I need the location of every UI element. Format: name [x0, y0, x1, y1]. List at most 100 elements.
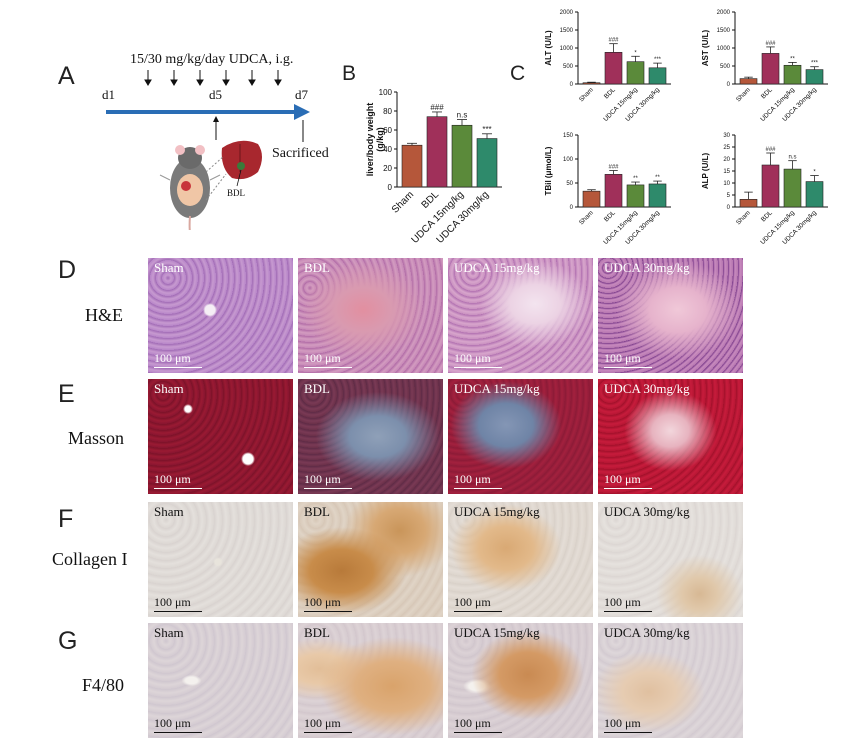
y-tick-label: 40	[383, 145, 392, 154]
scale-bar	[154, 488, 202, 489]
bar-udca-15mg/kg	[451, 124, 473, 188]
histology-tile-collagen-i-udca-30mg/kg: UDCA 30mg/kg 100 μm	[598, 502, 743, 617]
bar-udca-30mg/kg	[805, 69, 824, 85]
chart-liver-body-weight: 0 20 40 60 80 100 liver/body weight(g/kg)Sham #…	[365, 88, 502, 246]
scale-bar-label: 100 μm	[304, 472, 341, 486]
scale-bar	[604, 611, 652, 612]
scale-bar	[454, 367, 502, 368]
category-label: Sham	[578, 209, 595, 226]
tile-group-label: UDCA 30mg/kg	[604, 625, 690, 640]
tile-group-label: UDCA 30mg/kg	[604, 504, 690, 519]
tile-group-label: Sham	[154, 625, 184, 640]
category-label: Sham	[735, 209, 752, 226]
panel-label-d: D	[58, 256, 77, 284]
significance-mark: ###	[608, 38, 619, 44]
bar-udca-30mg/kg	[648, 183, 667, 208]
y-axis-label: ALP (U/L)	[701, 153, 710, 190]
y-tick-label: 2000	[717, 10, 731, 16]
y-tick-label: 15	[723, 169, 730, 175]
scale-bar-label: 100 μm	[454, 351, 491, 365]
scale-bar-label: 100 μm	[304, 351, 341, 365]
panel-label-c: C	[510, 62, 526, 85]
tile-group-label: BDL	[304, 260, 330, 275]
scale-bar-label: 100 μm	[604, 351, 641, 365]
bar-bdl	[761, 164, 780, 208]
category-label: BDL	[760, 86, 774, 100]
tile-group-label: BDL	[304, 504, 330, 519]
panel-label-f: F	[58, 505, 74, 533]
y-tick-label: 0	[727, 82, 731, 88]
significance-mark: *	[634, 50, 637, 56]
histology-tile-masson-udca-30mg/kg: UDCA 30mg/kg 100 μm	[598, 379, 743, 494]
y-tick-label: 50	[566, 181, 573, 187]
tile-group-label: UDCA 30mg/kg	[604, 381, 690, 396]
y-tick-label: 5	[727, 193, 731, 199]
scale-bar-label: 100 μm	[454, 716, 491, 730]
dose-label: 15/30 mg/kg/day UDCA, i.g.	[130, 52, 294, 67]
scale-bar	[304, 488, 352, 489]
y-tick-label: 2000	[560, 10, 574, 16]
significance-mark: ***	[654, 57, 662, 63]
scale-bar	[454, 611, 502, 612]
histology-tile-collagen-i-sham: Sham 100 μm	[148, 502, 293, 617]
y-tick-label: 1500	[560, 28, 574, 34]
tile-group-label: UDCA 15mg/kg	[454, 625, 540, 640]
histology-grid: Sham 100 μm BDL 100 μm UDCA 15mg/kg 100 μm UDC…	[148, 258, 748, 746]
panel-label-a: A	[58, 62, 75, 90]
scale-bar	[154, 367, 202, 368]
bdl-label: BDL	[227, 188, 245, 198]
histology-tile-he-udca-30mg/kg: UDCA 30mg/kg 100 μm	[598, 258, 743, 373]
y-tick-label: 20	[383, 164, 392, 173]
y-tick-label: 0	[727, 205, 731, 211]
category-label: BDL	[760, 209, 774, 223]
tile-group-label: UDCA 30mg/kg	[604, 260, 690, 275]
timeline-schematic: 15/30 mg/kg/day UDCA, i.g.	[100, 40, 340, 230]
histology-tile-f4-80-sham: Sham 100 μm	[148, 623, 293, 738]
significance-mark: n.s	[457, 111, 468, 120]
histology-tile-he-udca-15mg/kg: UDCA 15mg/kg 100 μm	[448, 258, 593, 373]
y-tick-label: 30	[723, 133, 730, 139]
significance-mark: **	[633, 176, 638, 182]
y-tick-label: 150	[563, 133, 574, 139]
panel-label-g: G	[58, 627, 78, 655]
panel-label-e: E	[58, 380, 75, 408]
significance-mark: ###	[430, 103, 444, 112]
row-label-he: H&E	[85, 305, 123, 325]
y-tick-label: 500	[563, 64, 574, 70]
y-tick-label: 20	[723, 157, 730, 163]
bar-udca-15mg/kg	[783, 64, 802, 85]
y-tick-label: 1500	[717, 28, 731, 34]
timeline-d1: d1	[102, 87, 115, 102]
y-tick-label: 10	[723, 181, 730, 187]
category-label: BDL	[420, 189, 442, 211]
y-axis-label: TBil (μmol/L)	[544, 146, 553, 195]
scale-bar	[454, 732, 502, 733]
histology-tile-collagen-i-bdl: BDL 100 μm	[298, 502, 443, 617]
bar-udca-30mg/kg	[648, 67, 667, 85]
scale-bar-label: 100 μm	[154, 595, 191, 609]
scale-bar	[154, 732, 202, 733]
y-tick-label: 100	[563, 157, 574, 163]
category-label: BDL	[603, 86, 617, 100]
histology-tile-masson-udca-15mg/kg: UDCA 15mg/kg 100 μm	[448, 379, 593, 494]
scale-bar-label: 100 μm	[604, 595, 641, 609]
tile-group-label: UDCA 15mg/kg	[454, 504, 540, 519]
scale-bar-label: 100 μm	[604, 472, 641, 486]
category-label: Sham	[390, 189, 416, 215]
bar-udca-15mg/kg	[626, 184, 645, 208]
bar-bdl	[426, 116, 448, 188]
scale-bar	[604, 367, 652, 368]
bar-sham	[739, 199, 758, 208]
significance-mark: *	[813, 170, 816, 176]
bar-sham	[739, 78, 758, 85]
bar-udca-15mg/kg	[626, 61, 645, 85]
panel-label-b: B	[342, 62, 357, 85]
significance-mark: **	[655, 175, 660, 181]
bar-udca-30mg/kg	[805, 181, 824, 208]
significance-mark: ***	[811, 61, 819, 67]
scale-bar	[154, 611, 202, 612]
category-label: BDL	[603, 209, 617, 223]
significance-mark: ###	[765, 147, 776, 153]
row-label-f480: F4/80	[82, 675, 125, 695]
